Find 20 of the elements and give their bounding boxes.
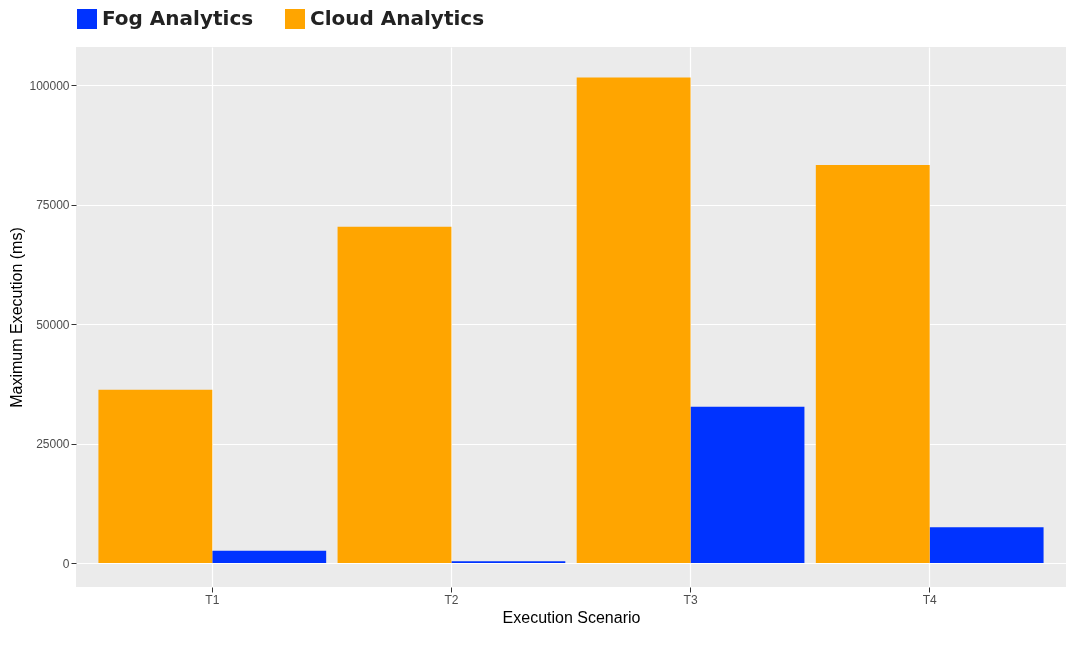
bar	[576, 77, 691, 564]
x-tick-label: T3	[683, 592, 698, 607]
y-tick-label: 25000	[36, 437, 70, 452]
bar	[337, 226, 452, 564]
legend-label: Cloud Analytics	[310, 6, 485, 30]
y-axis-title: Maximum Execution (ms)	[8, 227, 26, 408]
x-tick-label: T4	[922, 592, 938, 607]
y-tick-label: 50000	[36, 317, 70, 332]
y-tick-label: 75000	[36, 198, 70, 213]
bar	[212, 550, 327, 564]
legend-label: Fog Analytics	[102, 6, 254, 30]
bar	[929, 527, 1044, 564]
bar	[815, 165, 930, 564]
bar	[690, 406, 805, 564]
y-tick-label: 100000	[29, 78, 70, 93]
x-axis-title: Execution Scenario	[502, 608, 641, 626]
bar	[98, 389, 213, 564]
x-tick-label: T1	[205, 592, 220, 607]
y-tick-label: 0	[62, 556, 70, 571]
x-tick-label: T2	[444, 592, 459, 607]
